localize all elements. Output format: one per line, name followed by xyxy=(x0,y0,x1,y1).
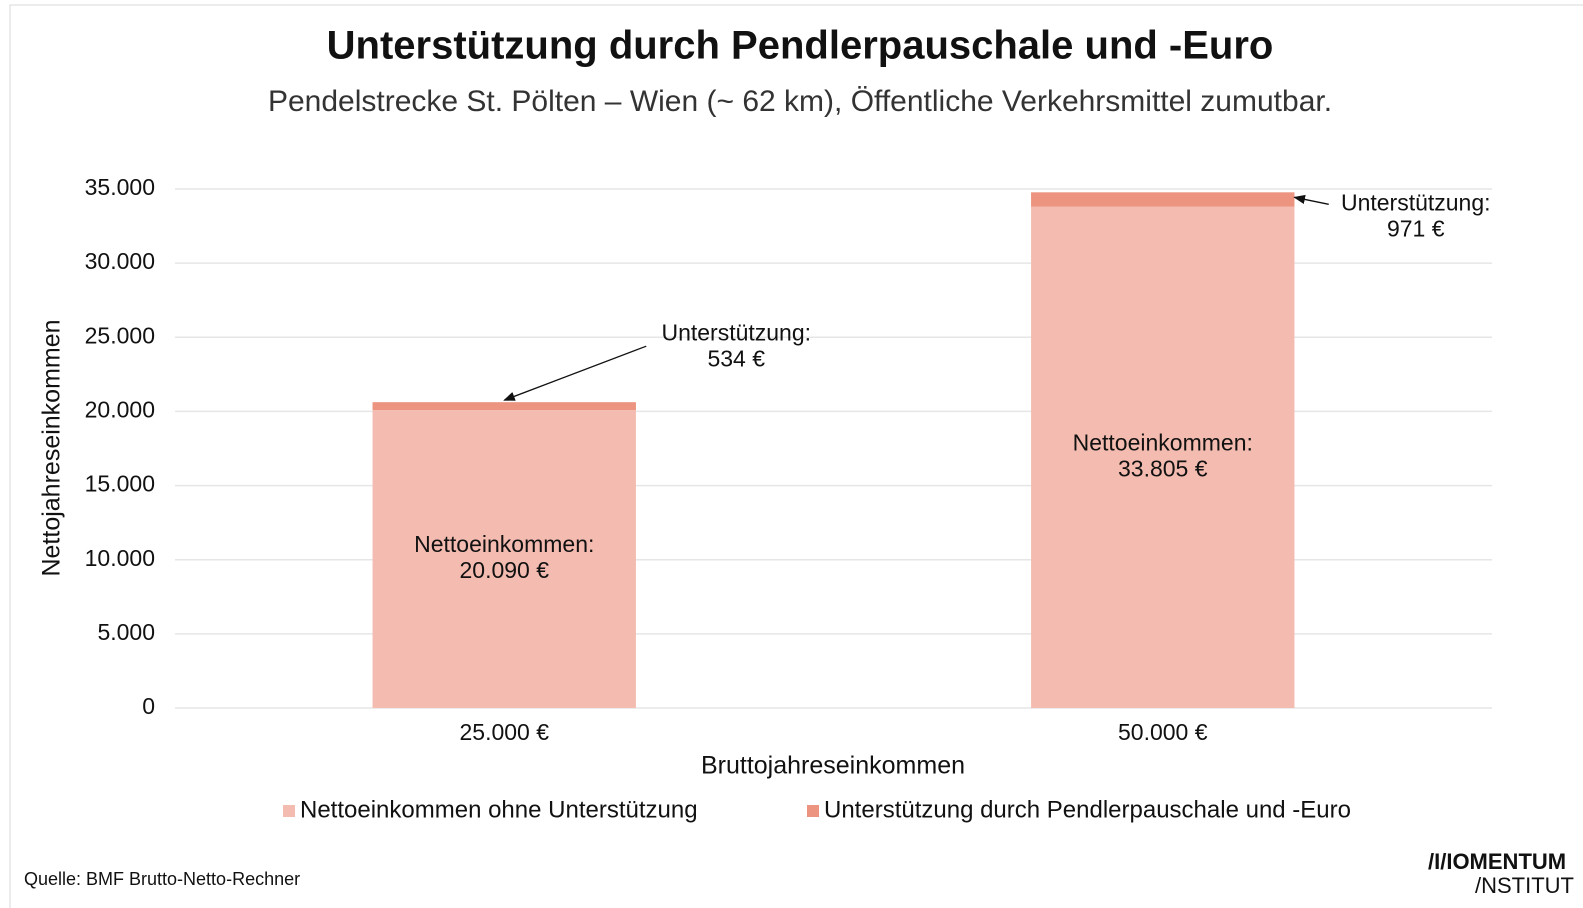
annotation-arrow xyxy=(503,345,647,401)
source: Quelle: BMF Brutto-Netto-Rechner xyxy=(24,869,300,889)
y-tick-label: 30.000 xyxy=(85,248,155,274)
legend-label: Unterstützung durch Pendlerpauschale und… xyxy=(824,796,1351,823)
y-tick-label: 20.000 xyxy=(85,397,155,423)
legend-swatch xyxy=(807,805,819,817)
y-tick-label: 25.000 xyxy=(85,322,155,348)
value-label: Nettoeinkommen: xyxy=(1073,429,1253,455)
legend-label: Nettoeinkommen ohne Unterstützung xyxy=(300,796,698,823)
annotation: 534 € xyxy=(707,345,765,371)
annotation: Unterstützung: xyxy=(1341,189,1491,215)
x-axis-label: Bruttojahreseinkommen xyxy=(701,752,965,780)
y-tick-label: 35.000 xyxy=(85,174,155,200)
logo: /NSTITUT xyxy=(1475,873,1574,898)
bar-segment xyxy=(1031,206,1295,708)
annotation: 971 € xyxy=(1387,215,1445,241)
y-tick-label: 5.000 xyxy=(97,619,155,645)
value-label: Nettoeinkommen: xyxy=(414,531,594,557)
annotation: Unterstützung: xyxy=(661,319,811,345)
frame xyxy=(9,4,1583,908)
logo: /I/IOMENTUM xyxy=(1428,849,1566,874)
value-label: 20.090 € xyxy=(459,557,549,583)
legend-swatch xyxy=(283,805,295,817)
x-tick-label: 25.000 € xyxy=(459,719,549,745)
y-tick-label: 15.000 xyxy=(85,471,155,497)
chart-subtitle: Pendelstrecke St. Pölten – Wien (~ 62 km… xyxy=(268,85,1332,118)
bar-segment xyxy=(1031,192,1295,207)
bar-segment xyxy=(372,402,636,411)
y-tick-label: 10.000 xyxy=(85,545,155,571)
y-tick-label: 0 xyxy=(142,693,155,719)
chart-title: Unterstützung durch Pendlerpauschale und… xyxy=(327,24,1274,68)
bar-segment xyxy=(372,410,636,708)
value-label: 33.805 € xyxy=(1118,455,1208,481)
annotation-arrow xyxy=(1293,194,1329,205)
y-axis-label: Nettojahreseinkommen xyxy=(38,319,66,576)
x-tick-label: 50.000 € xyxy=(1118,719,1208,745)
